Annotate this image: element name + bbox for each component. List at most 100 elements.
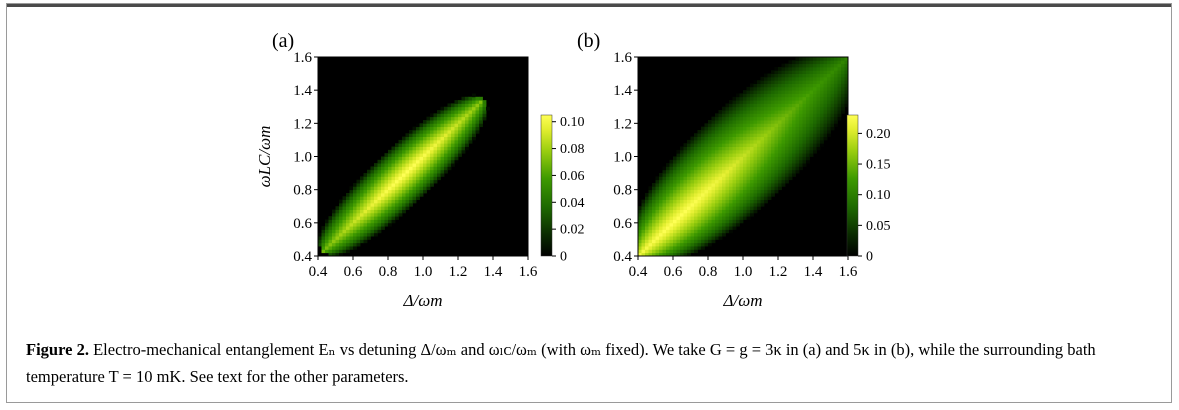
heatmap-cell bbox=[440, 146, 445, 151]
heatmap-cell bbox=[725, 206, 730, 210]
heatmap-cell bbox=[764, 169, 768, 174]
heatmap-cell bbox=[781, 153, 786, 157]
heatmap-cell bbox=[806, 80, 810, 84]
heatmap-cell bbox=[468, 136, 473, 141]
heatmap-cell bbox=[680, 232, 684, 237]
heatmap-cell bbox=[356, 209, 361, 214]
heatmap-cell bbox=[652, 183, 656, 187]
heatmap-cell bbox=[412, 183, 417, 187]
heatmap-cell bbox=[433, 159, 438, 164]
heatmap-cell bbox=[701, 166, 705, 171]
heatmap-cell bbox=[816, 103, 821, 108]
heatmap-cell bbox=[666, 199, 670, 204]
heatmap-cell bbox=[781, 176, 786, 181]
figure-top-rule bbox=[7, 4, 1171, 7]
heatmap-cell bbox=[788, 106, 793, 111]
heatmap-cell bbox=[718, 133, 723, 137]
heatmap-cell bbox=[778, 143, 782, 147]
heatmap-cell bbox=[669, 249, 674, 254]
heatmap-cell bbox=[662, 249, 667, 254]
heatmap-cell bbox=[360, 196, 364, 201]
heatmap-cell bbox=[841, 83, 845, 88]
heatmap-cell bbox=[743, 113, 747, 118]
heatmap-cell bbox=[419, 146, 424, 151]
y-tick-label: 1.2 bbox=[293, 116, 312, 132]
heatmap-cell bbox=[767, 166, 772, 171]
heatmap-cell bbox=[711, 149, 716, 154]
heatmap-cell bbox=[402, 196, 406, 201]
heatmap-cell bbox=[809, 139, 814, 144]
heatmap-cell bbox=[683, 146, 688, 151]
heatmap-cell bbox=[704, 192, 709, 197]
heatmap-cell bbox=[673, 212, 677, 217]
heatmap-cell bbox=[785, 100, 789, 104]
heatmap-cell bbox=[645, 226, 649, 230]
heatmap-cell bbox=[750, 110, 754, 114]
heatmap-cell bbox=[781, 133, 786, 137]
heatmap-cell bbox=[813, 146, 817, 151]
heatmap-cell bbox=[430, 169, 434, 174]
heatmap-cell bbox=[827, 123, 831, 128]
heatmap-cell bbox=[458, 133, 462, 137]
heatmap-cell bbox=[676, 199, 681, 204]
heatmap-cell bbox=[659, 196, 663, 201]
heatmap-cell bbox=[816, 76, 821, 81]
heatmap-cell bbox=[641, 216, 646, 220]
heatmap-cell bbox=[781, 146, 786, 151]
heatmap-cell bbox=[746, 209, 751, 214]
heatmap-cell bbox=[785, 133, 789, 137]
heatmap-cell bbox=[806, 83, 810, 88]
heatmap-cell bbox=[482, 103, 487, 108]
heatmap-cell bbox=[767, 96, 772, 101]
heatmap-cell bbox=[806, 70, 810, 74]
heatmap-cell bbox=[771, 120, 775, 124]
heatmap-cell bbox=[760, 192, 765, 197]
heatmap-cell bbox=[370, 179, 375, 184]
heatmap-cell bbox=[433, 116, 438, 121]
heatmap-cell bbox=[774, 83, 779, 88]
heatmap-cell bbox=[360, 212, 364, 217]
heatmap-cell bbox=[395, 159, 399, 164]
heatmap-cell bbox=[792, 156, 796, 161]
heatmap-cell bbox=[774, 90, 779, 94]
heatmap-cell bbox=[430, 163, 434, 167]
heatmap-cell bbox=[764, 86, 768, 91]
heatmap-cell bbox=[332, 252, 336, 257]
heatmap-cell bbox=[792, 129, 796, 134]
heatmap-cell bbox=[652, 219, 656, 224]
heatmap-cell bbox=[367, 192, 371, 197]
heatmap-cell bbox=[753, 120, 758, 124]
heatmap-cell bbox=[764, 166, 768, 171]
heatmap-cell bbox=[760, 96, 765, 101]
heatmap-cell bbox=[736, 196, 740, 201]
heatmap-cell bbox=[711, 116, 716, 121]
heatmap-cell bbox=[743, 202, 747, 207]
heatmap-cell bbox=[732, 209, 737, 214]
heatmap-cell bbox=[374, 189, 378, 194]
heatmap-cell bbox=[416, 159, 420, 164]
heatmap-cell bbox=[328, 249, 333, 254]
heatmap-cell bbox=[816, 129, 821, 134]
heatmap-cell bbox=[743, 186, 747, 191]
heatmap-cell bbox=[381, 163, 385, 167]
heatmap-cell bbox=[795, 149, 800, 154]
heatmap-cell bbox=[757, 96, 761, 101]
heatmap-cell bbox=[736, 149, 740, 154]
heatmap-cell bbox=[325, 222, 329, 227]
heatmap-cell bbox=[652, 236, 656, 240]
heatmap-cell bbox=[757, 169, 761, 174]
heatmap-cell bbox=[760, 202, 765, 207]
heatmap-cell bbox=[725, 212, 730, 217]
heatmap-cell bbox=[659, 192, 663, 197]
heatmap-cell bbox=[430, 176, 434, 181]
heatmap-cell bbox=[680, 196, 684, 201]
heatmap-cell bbox=[412, 153, 417, 157]
heatmap-cell bbox=[771, 186, 775, 191]
heatmap-cell bbox=[718, 139, 723, 144]
colorbar bbox=[846, 114, 859, 257]
heatmap-cell bbox=[704, 136, 709, 141]
heatmap-cell bbox=[367, 232, 371, 237]
heatmap-cell bbox=[472, 103, 476, 108]
heatmap-cell bbox=[774, 113, 779, 118]
heatmap-cell bbox=[746, 173, 751, 177]
